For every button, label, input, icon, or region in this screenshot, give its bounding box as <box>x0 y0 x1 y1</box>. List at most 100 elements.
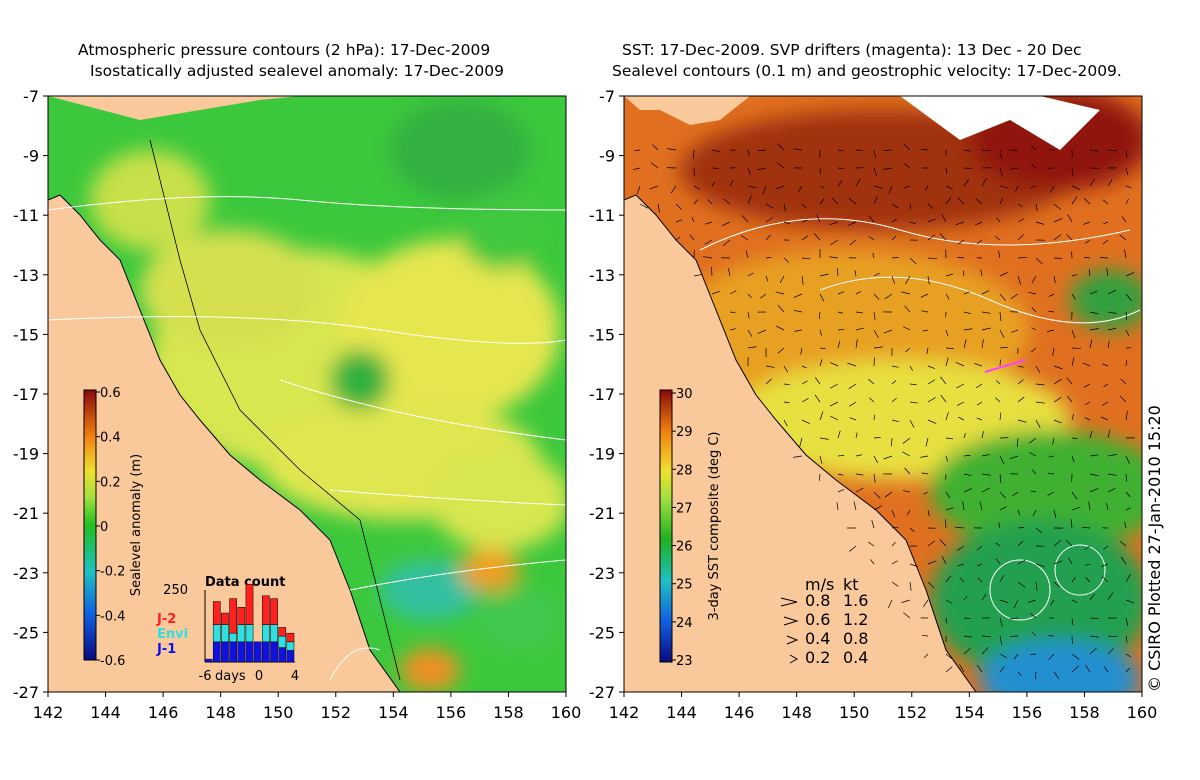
velocity-arrow <box>1089 178 1096 187</box>
left-map <box>48 96 566 692</box>
inset-bar-segment <box>262 641 270 663</box>
velocity-arrow <box>855 454 862 457</box>
velocity-arrow <box>955 526 965 529</box>
velocity-arrow <box>693 199 699 205</box>
velocity-arrow <box>1125 293 1132 301</box>
velocity-arrow <box>836 502 839 511</box>
velocity-arrow <box>670 185 677 194</box>
velocity-arrow <box>1029 452 1037 457</box>
velocity-arrow <box>1013 653 1019 660</box>
velocity-arrow <box>945 412 949 421</box>
inset-bar-segment <box>278 627 287 637</box>
velocity-arrow <box>1047 472 1055 475</box>
inset-bar-segment <box>253 641 262 663</box>
velocity-arrow <box>1089 487 1099 493</box>
velocity-arrow <box>1089 635 1099 638</box>
velocity-arrow <box>765 203 774 209</box>
velocity-arrow <box>999 599 1009 604</box>
velocity-arrow <box>765 256 772 259</box>
velocity-arrow <box>1066 377 1073 385</box>
y-tick-label: -25 <box>589 623 615 642</box>
velocity-arrow <box>855 432 858 439</box>
y-tick-label: -23 <box>13 564 39 583</box>
velocity-arrow <box>722 239 731 247</box>
y-tick-label: -27 <box>13 683 39 702</box>
velocity-arrow <box>981 149 991 152</box>
velocity-arrow <box>1030 490 1037 493</box>
velocity-arrow <box>941 556 947 565</box>
velocity-arrow <box>903 326 911 331</box>
velocity-arrow <box>775 185 785 190</box>
velocity-arrow <box>801 365 807 369</box>
velocity-arrow <box>999 359 1001 367</box>
y-tick-label: -11 <box>13 206 39 225</box>
inset-bar-segment <box>245 641 254 663</box>
velocity-arrow <box>999 272 1008 277</box>
y-tick-label: -7 <box>23 87 39 106</box>
velocity-arrow <box>793 455 803 458</box>
y-tick-label: -17 <box>589 385 615 404</box>
velocity-arrow <box>873 293 880 300</box>
velocity-arrow <box>891 509 896 518</box>
velocity-arrow <box>1035 671 1037 680</box>
velocity-arrow <box>981 290 990 295</box>
velocity-arrow <box>981 431 984 439</box>
velocity-arrow <box>1089 311 1099 315</box>
velocity-arrow <box>819 293 825 302</box>
inset-bar-segment <box>286 632 295 643</box>
inset-bar-segment <box>212 601 221 625</box>
velocity-arrow <box>1053 275 1056 284</box>
velocity-arrow <box>903 185 911 189</box>
velocity-arrow <box>1107 648 1114 655</box>
velocity-arrow <box>927 203 934 209</box>
velocity-arrow <box>729 179 734 187</box>
velocity-arrow <box>1071 617 1074 626</box>
velocity-arrow <box>1031 469 1037 475</box>
velocity-arrow <box>999 346 1008 349</box>
inset-bar-segment <box>221 641 229 663</box>
velocity-arrow <box>1048 293 1055 297</box>
velocity-arrow <box>1125 507 1131 511</box>
velocity-arrow <box>999 293 1007 301</box>
left-shelf-contour <box>149 139 401 681</box>
velocity-arrow <box>741 215 749 223</box>
y-tick-label: -21 <box>589 504 615 523</box>
velocity-arrow <box>855 311 863 314</box>
colorbar-tick-label: 23 <box>676 654 693 669</box>
inset-xtick-label: 4 <box>291 669 299 684</box>
velocity-arrow <box>747 167 751 176</box>
velocity-arrow <box>909 221 917 225</box>
velocity-arrow <box>1121 216 1127 223</box>
velocity-arrow <box>793 148 803 151</box>
velocity-arrow <box>963 433 966 439</box>
velocity-arrow <box>1085 577 1091 583</box>
velocity-arrow <box>891 235 897 241</box>
y-tick-label: -19 <box>13 445 39 464</box>
left-title-line2: Isostatically adjusted sealevel anomaly:… <box>90 62 504 80</box>
velocity-arrow <box>1071 196 1078 205</box>
velocity-arrow <box>1028 291 1037 295</box>
velocity-arrow <box>1071 329 1076 339</box>
y-tick-label: -21 <box>13 504 39 523</box>
velocity-arrow <box>1084 545 1091 550</box>
left-coastline <box>48 194 401 692</box>
sla-colorbar-label: Sealevel anomaly (m) <box>129 454 144 596</box>
velocity-arrow <box>1103 221 1109 225</box>
velocity-arrow <box>1017 234 1024 241</box>
velocity-arrow <box>837 455 845 457</box>
velocity-arrow <box>1125 635 1128 644</box>
velocity-legend-ms: 0.8 <box>805 591 830 610</box>
velocity-arrow <box>818 473 821 481</box>
velocity-arrow <box>1017 509 1021 516</box>
velocity-arrow <box>711 167 719 169</box>
velocity-arrow <box>1125 272 1135 277</box>
velocity-arrow <box>830 362 839 367</box>
velocity-arrow <box>927 234 936 241</box>
velocity-arrow <box>779 275 785 283</box>
velocity-arrow <box>649 185 659 190</box>
velocity-arrow <box>1089 328 1099 331</box>
velocity-arrow <box>873 346 883 349</box>
velocity-arrow <box>1053 509 1057 519</box>
velocity-arrow <box>922 329 929 332</box>
velocity-arrow <box>837 328 845 331</box>
